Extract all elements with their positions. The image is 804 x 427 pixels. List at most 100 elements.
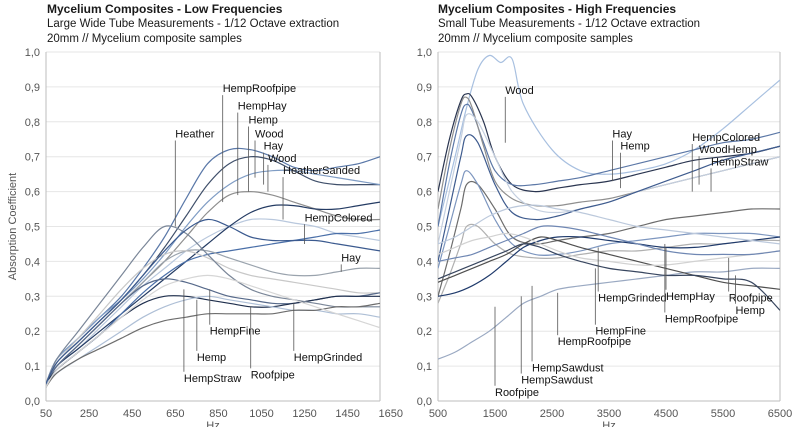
right-y-tick-label: 0,5 — [417, 222, 432, 234]
left-annotation-label: Heather — [175, 129, 214, 141]
right-annotation-label: HempStraw — [711, 156, 769, 168]
right-annotation-label: HempGrinded — [598, 293, 666, 305]
right-annotation-label: HempColored — [692, 132, 760, 144]
right-series-line-16 — [438, 204, 780, 245]
left-annotation-label: HempFine — [210, 326, 261, 338]
right-annotation-label: HempFine — [595, 326, 646, 338]
right-x-axis-title: Hz — [602, 420, 615, 427]
left-x-tick-label: 1050 — [249, 408, 273, 420]
right-y-tick-label: 0,1 — [417, 361, 432, 373]
left-chart-subtitle-1: Large Wide Tube Measurements - 1/12 Octa… — [47, 18, 340, 30]
right-annotation-label: Hay — [612, 129, 632, 141]
right-series-line-6 — [438, 134, 780, 262]
right-x-tick-label: 6500 — [768, 408, 792, 420]
left-x-tick-label: 650 — [166, 408, 184, 420]
right-chart-title: Mycelium Composites - High Frequencies — [438, 2, 677, 16]
right-series-line-12 — [438, 236, 780, 290]
left-series-line-16 — [46, 218, 380, 384]
left-annotation-label: Hemp — [197, 352, 226, 364]
left-y-tick-label: 0,0 — [25, 396, 40, 408]
right-series-line-14 — [438, 225, 780, 262]
right-x-tick-label: 500 — [429, 408, 447, 420]
right-annotation-label: Roofpipe — [729, 293, 773, 305]
right-series-line-1 — [438, 54, 780, 227]
left-series-line-15 — [46, 274, 380, 388]
left-annotation-label: HempRoofpipe — [223, 83, 296, 95]
right-x-tick-label: 3500 — [597, 408, 621, 420]
right-y-tick-label: 0,0 — [417, 396, 432, 408]
left-x-tick-label: 1450 — [335, 408, 359, 420]
right-series-line-13 — [438, 232, 780, 266]
right-chart-subtitle-2: 20mm // Mycelium composite samples — [438, 33, 633, 45]
right-y-tick-label: 0,2 — [417, 326, 432, 338]
left-annotation-label: HempStraw — [184, 373, 242, 385]
left-y-tick-label: 0,5 — [25, 222, 40, 234]
left-annotation-label: Hay — [264, 141, 284, 153]
left-annotation-label: Wood — [268, 153, 297, 165]
right-y-tick-label: 1,0 — [417, 47, 432, 59]
left-annotation-label: Roofpipe — [251, 369, 295, 381]
right-series-line-10 — [438, 235, 780, 297]
right-chart-subtitle-1: Small Tube Measurements - 1/12 Octave ex… — [438, 18, 701, 30]
left-chart: 0,0 0,1 0,2 0,3 0,4 0,5 0,6 0,7 0,8 0,9 1,0 50 250 45… — [7, 47, 403, 427]
right-annotation-label: WoodHemp — [699, 144, 757, 156]
right-y-tick-label: 0,6 — [417, 187, 432, 199]
right-series-line-9 — [438, 223, 780, 304]
left-chart-title: Mycelium Composites - Low Frequencies — [47, 2, 283, 16]
left-chart-subtitle-2: 20mm // Mycelium composite samples — [47, 33, 242, 45]
left-series-group — [46, 147, 380, 388]
right-y-tick-label: 0,7 — [417, 152, 432, 164]
left-x-axis-title: Hz — [206, 420, 219, 427]
left-x-tick-label: 250 — [80, 408, 98, 420]
left-x-tick-label: 850 — [209, 408, 227, 420]
right-chart-header: Mycelium Composites - High Frequencies S… — [438, 2, 700, 47]
right-annotation-label: HempRoofpipe — [558, 336, 631, 348]
left-y-axis-title: Absorption Coefficient — [7, 173, 19, 280]
right-x-tick-label: 1500 — [483, 408, 507, 420]
left-y-tick-label: 0,2 — [25, 326, 40, 338]
right-series-line-11 — [438, 267, 780, 360]
right-annotation-label: Hemp — [736, 305, 765, 317]
right-x-tick-label: 4500 — [654, 408, 678, 420]
right-chart: 0,0 0,1 0,2 0,3 0,4 0,5 0,6 0,7 0,8 0,9 1,0 500 1500… — [417, 47, 793, 427]
right-annotation-label: Wood — [505, 85, 534, 97]
left-y-tick-label: 0,3 — [25, 291, 40, 303]
right-annotation-label: HempSawdust — [521, 375, 593, 387]
left-annotation-label: HempHay — [238, 101, 287, 113]
left-annotation-label: HeatherSanded — [283, 165, 360, 177]
right-y-tick-label: 0,8 — [417, 117, 432, 129]
left-annotation-label: Hay — [341, 252, 361, 264]
left-x-tick-label: 50 — [40, 408, 52, 420]
left-y-tick-label: 0,6 — [25, 187, 40, 199]
left-chart-header: Mycelium Composites - Low Frequencies La… — [47, 2, 339, 47]
left-y-tick-label: 1,0 — [25, 47, 40, 59]
right-annotation-label: Hemp — [620, 141, 649, 153]
left-y-tick-label: 0,7 — [25, 152, 40, 164]
right-annotation-label: HempSawdust — [532, 362, 604, 374]
left-annotation-label: HempColored — [305, 212, 373, 224]
left-x-tick-label: 1650 — [379, 408, 403, 420]
left-annotation-label: Hemp — [249, 115, 278, 127]
left-y-tick-label: 0,4 — [25, 256, 40, 268]
right-x-tick-label: 2500 — [540, 408, 564, 420]
right-y-tick-label: 0,3 — [417, 291, 432, 303]
right-series-line-2 — [438, 92, 780, 193]
left-series-line-13 — [46, 295, 380, 385]
left-series-line-12 — [46, 225, 380, 384]
right-y-tick-label: 0,9 — [417, 82, 432, 94]
right-series-line-15 — [438, 243, 780, 311]
right-series-line-5 — [438, 113, 780, 245]
left-y-tick-label: 0,8 — [25, 117, 40, 129]
left-x-tick-label: 1250 — [292, 408, 316, 420]
left-series-line-5 — [46, 218, 380, 388]
left-y-tick-label: 0,1 — [25, 361, 40, 373]
left-annotation-label: HempGrinded — [294, 352, 362, 364]
left-annotation-label: Wood — [255, 129, 284, 141]
left-x-tick-label: 450 — [123, 408, 141, 420]
right-x-tick-label: 5500 — [711, 408, 735, 420]
right-series-line-3 — [438, 103, 780, 227]
left-series-line-6 — [46, 201, 380, 384]
right-y-tick-label: 0,4 — [417, 256, 432, 268]
